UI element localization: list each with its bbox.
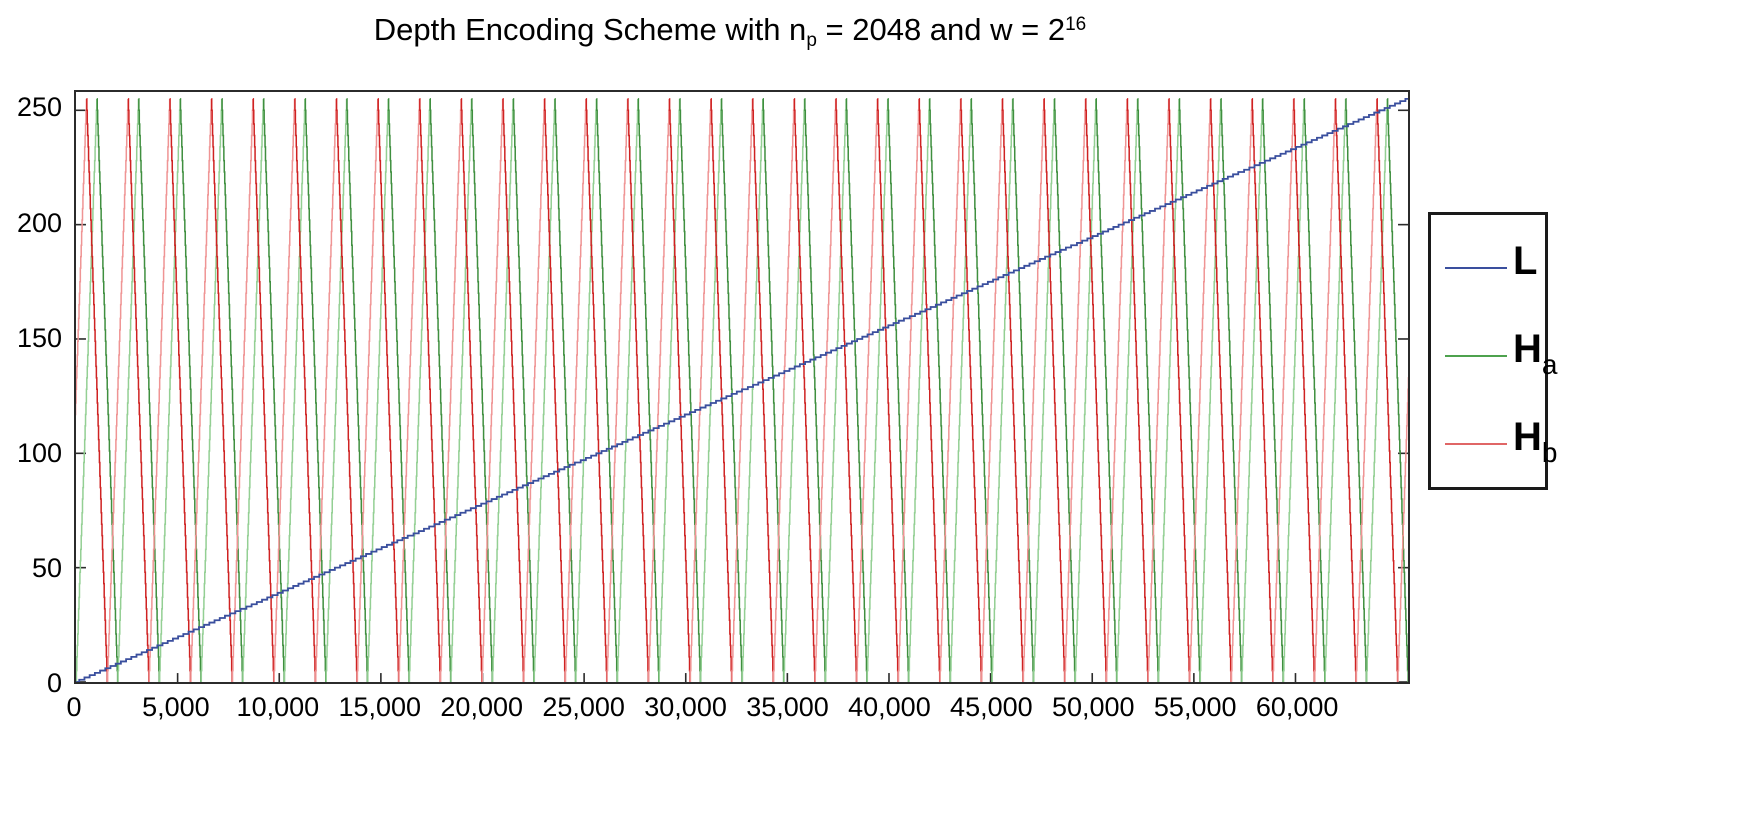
series-line-Ha bbox=[76, 99, 1408, 682]
legend-label-subscript: a bbox=[1541, 349, 1558, 380]
x-tick-label: 30,000 bbox=[644, 692, 727, 722]
x-tick-label: 5,000 bbox=[142, 692, 210, 722]
legend-label-main: H bbox=[1513, 327, 1542, 371]
x-tick-label: 10,000 bbox=[236, 692, 320, 722]
legend-label-ha: Ha bbox=[1513, 329, 1557, 379]
title-superscript: 16 bbox=[1065, 14, 1087, 35]
plot-canvas bbox=[76, 92, 1408, 682]
plot-area bbox=[74, 90, 1410, 684]
title-prefix: Depth Encoding Scheme with n bbox=[373, 12, 807, 47]
x-tick-label: 35,000 bbox=[746, 692, 829, 722]
series-line-L bbox=[76, 99, 1408, 682]
y-tick-label: 150 bbox=[16, 322, 62, 353]
legend-swatch-l bbox=[1445, 267, 1507, 269]
chart-legend: L Ha Hb bbox=[1428, 212, 1557, 490]
legend-label-subscript: b bbox=[1541, 437, 1558, 468]
series-line-Hb bbox=[76, 99, 1408, 682]
legend-label-main: H bbox=[1513, 415, 1542, 459]
x-tick-label: 45,000 bbox=[950, 692, 1033, 722]
y-tick-label: 100 bbox=[16, 437, 62, 468]
x-tick-label: 40,000 bbox=[848, 692, 931, 722]
legend-swatch-ha bbox=[1445, 355, 1507, 357]
y-tick-label: 50 bbox=[31, 552, 62, 583]
x-tick-label: 55,000 bbox=[1153, 692, 1237, 722]
x-tick-label: 20,000 bbox=[440, 692, 523, 722]
legend-label-hb: Hb bbox=[1513, 417, 1557, 467]
x-tick-label: 15,000 bbox=[338, 692, 422, 722]
legend-label-l: L bbox=[1513, 241, 1537, 281]
x-tick-label: 0 bbox=[66, 692, 82, 722]
axis-ticks bbox=[76, 110, 1408, 682]
y-tick-label: 200 bbox=[16, 207, 62, 238]
page-title: Depth Encoding Scheme with np = 2048 and… bbox=[0, 12, 1460, 52]
title-middle: = 2048 and w = 2 bbox=[816, 12, 1066, 47]
title-subscript: p bbox=[806, 30, 817, 51]
x-tick-label: 50,000 bbox=[1051, 692, 1135, 722]
x-tick-label: 25,000 bbox=[542, 692, 625, 722]
y-tick-label: 250 bbox=[16, 92, 62, 123]
legend-swatch-hb bbox=[1445, 443, 1507, 445]
legend-label-main: L bbox=[1513, 239, 1538, 283]
x-tick-label: 60,000 bbox=[1255, 692, 1339, 722]
y-tick-label: 0 bbox=[46, 668, 62, 698]
